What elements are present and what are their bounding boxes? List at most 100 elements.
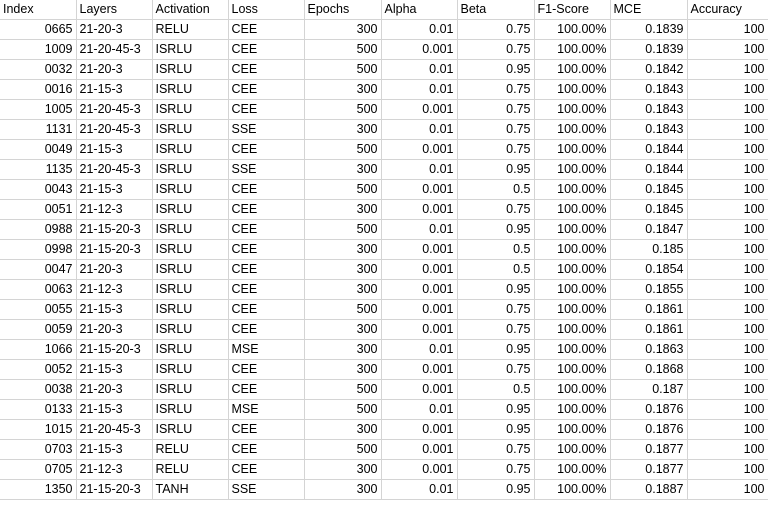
cell-epochs[interactable]: 300	[304, 79, 382, 100]
cell-epochs[interactable]: 300	[304, 459, 382, 480]
cell-index[interactable]: 0016	[0, 79, 77, 100]
cell-alpha[interactable]: 0.01	[381, 339, 458, 360]
cell-activation[interactable]: ISRLU	[152, 359, 229, 380]
cell-mce[interactable]: 0.187	[610, 379, 688, 400]
cell-beta[interactable]: 0.75	[457, 19, 535, 40]
cell-index[interactable]: 0665	[0, 19, 77, 40]
cell-epochs[interactable]: 300	[304, 239, 382, 260]
cell-activation[interactable]: ISRLU	[152, 399, 229, 420]
cell-beta[interactable]: 0.95	[457, 419, 535, 440]
cell-layers[interactable]: 21-15-3	[76, 179, 153, 200]
cell-index[interactable]: 0703	[0, 439, 77, 460]
cell-alpha[interactable]: 0.001	[381, 239, 458, 260]
cell-f1-score[interactable]: 100.00%	[534, 159, 611, 180]
cell-mce[interactable]: 0.1843	[610, 119, 688, 140]
cell-accuracy[interactable]: 100	[687, 359, 768, 380]
cell-f1-score[interactable]: 100.00%	[534, 459, 611, 480]
cell-activation[interactable]: ISRLU	[152, 159, 229, 180]
cell-alpha[interactable]: 0.001	[381, 139, 458, 160]
cell-loss[interactable]: CEE	[228, 239, 305, 260]
cell-accuracy[interactable]: 100	[687, 259, 768, 280]
cell-index[interactable]: 0047	[0, 259, 77, 280]
cell-activation[interactable]: ISRLU	[152, 179, 229, 200]
header-cell-accuracy[interactable]: Accuracy	[687, 0, 768, 20]
cell-accuracy[interactable]: 100	[687, 139, 768, 160]
cell-mce[interactable]: 0.1845	[610, 199, 688, 220]
cell-beta[interactable]: 0.5	[457, 259, 535, 280]
cell-f1-score[interactable]: 100.00%	[534, 479, 611, 500]
cell-beta[interactable]: 0.5	[457, 179, 535, 200]
cell-loss[interactable]: CEE	[228, 179, 305, 200]
cell-accuracy[interactable]: 100	[687, 79, 768, 100]
cell-mce[interactable]: 0.1877	[610, 459, 688, 480]
cell-f1-score[interactable]: 100.00%	[534, 179, 611, 200]
cell-alpha[interactable]: 0.001	[381, 359, 458, 380]
cell-accuracy[interactable]: 100	[687, 179, 768, 200]
cell-layers[interactable]: 21-15-20-3	[76, 339, 153, 360]
cell-activation[interactable]: ISRLU	[152, 239, 229, 260]
cell-index[interactable]: 1005	[0, 99, 77, 120]
cell-alpha[interactable]: 0.01	[381, 479, 458, 500]
cell-accuracy[interactable]: 100	[687, 439, 768, 460]
cell-epochs[interactable]: 500	[304, 219, 382, 240]
cell-activation[interactable]: ISRLU	[152, 139, 229, 160]
cell-f1-score[interactable]: 100.00%	[534, 299, 611, 320]
cell-accuracy[interactable]: 100	[687, 219, 768, 240]
cell-f1-score[interactable]: 100.00%	[534, 359, 611, 380]
cell-index[interactable]: 0032	[0, 59, 77, 80]
cell-epochs[interactable]: 500	[304, 139, 382, 160]
cell-layers[interactable]: 21-20-3	[76, 59, 153, 80]
cell-index[interactable]: 0055	[0, 299, 77, 320]
cell-loss[interactable]: CEE	[228, 279, 305, 300]
cell-alpha[interactable]: 0.001	[381, 259, 458, 280]
cell-epochs[interactable]: 500	[304, 179, 382, 200]
cell-accuracy[interactable]: 100	[687, 299, 768, 320]
cell-beta[interactable]: 0.75	[457, 79, 535, 100]
cell-epochs[interactable]: 300	[304, 119, 382, 140]
cell-alpha[interactable]: 0.001	[381, 419, 458, 440]
cell-f1-score[interactable]: 100.00%	[534, 119, 611, 140]
cell-beta[interactable]: 0.75	[457, 99, 535, 120]
cell-index[interactable]: 0049	[0, 139, 77, 160]
cell-accuracy[interactable]: 100	[687, 119, 768, 140]
cell-accuracy[interactable]: 100	[687, 99, 768, 120]
cell-loss[interactable]: CEE	[228, 219, 305, 240]
cell-index[interactable]: 1015	[0, 419, 77, 440]
cell-accuracy[interactable]: 100	[687, 159, 768, 180]
cell-mce[interactable]: 0.1876	[610, 399, 688, 420]
cell-accuracy[interactable]: 100	[687, 339, 768, 360]
cell-loss[interactable]: CEE	[228, 39, 305, 60]
cell-index[interactable]: 0059	[0, 319, 77, 340]
cell-mce[interactable]: 0.1877	[610, 439, 688, 460]
cell-activation[interactable]: ISRLU	[152, 219, 229, 240]
cell-index[interactable]: 0998	[0, 239, 77, 260]
cell-epochs[interactable]: 300	[304, 319, 382, 340]
cell-accuracy[interactable]: 100	[687, 419, 768, 440]
cell-accuracy[interactable]: 100	[687, 319, 768, 340]
cell-activation[interactable]: ISRLU	[152, 419, 229, 440]
cell-alpha[interactable]: 0.001	[381, 379, 458, 400]
cell-beta[interactable]: 0.75	[457, 299, 535, 320]
cell-f1-score[interactable]: 100.00%	[534, 439, 611, 460]
cell-index[interactable]: 0038	[0, 379, 77, 400]
header-cell-f1-score[interactable]: F1-Score	[534, 0, 611, 20]
cell-accuracy[interactable]: 100	[687, 239, 768, 260]
cell-mce[interactable]: 0.185	[610, 239, 688, 260]
cell-loss[interactable]: CEE	[228, 139, 305, 160]
cell-loss[interactable]: SSE	[228, 119, 305, 140]
cell-mce[interactable]: 0.1847	[610, 219, 688, 240]
cell-loss[interactable]: SSE	[228, 479, 305, 500]
cell-accuracy[interactable]: 100	[687, 39, 768, 60]
cell-index[interactable]: 0052	[0, 359, 77, 380]
cell-loss[interactable]: MSE	[228, 339, 305, 360]
cell-mce[interactable]: 0.1863	[610, 339, 688, 360]
cell-index[interactable]: 0133	[0, 399, 77, 420]
cell-epochs[interactable]: 300	[304, 419, 382, 440]
cell-index[interactable]: 1066	[0, 339, 77, 360]
cell-mce[interactable]: 0.1842	[610, 59, 688, 80]
cell-activation[interactable]: RELU	[152, 459, 229, 480]
cell-index[interactable]: 0063	[0, 279, 77, 300]
cell-alpha[interactable]: 0.001	[381, 439, 458, 460]
cell-layers[interactable]: 21-20-45-3	[76, 419, 153, 440]
cell-mce[interactable]: 0.1839	[610, 39, 688, 60]
